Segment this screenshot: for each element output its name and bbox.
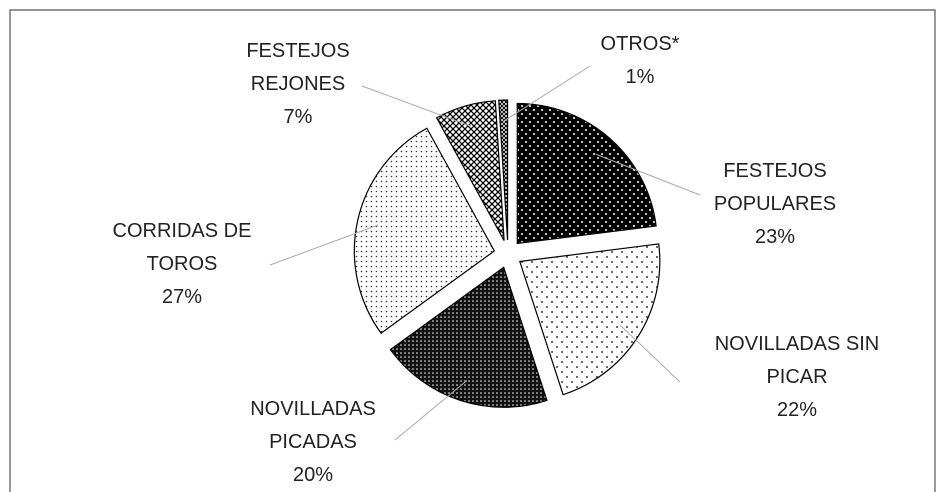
- slice-label: NOVILLADAS PICADAS 20%: [228, 393, 398, 492]
- value-label: 20%: [292, 464, 334, 486]
- value-label: 7%: [283, 106, 313, 128]
- slice-label: FESTEJOS POPULARES 23%: [700, 155, 850, 254]
- slice-label: FESTEJOS REJONES 7%: [233, 35, 363, 134]
- slice-label: NOVILLADAS SIN PICAR 22%: [697, 328, 897, 427]
- pie-slice: [519, 243, 661, 396]
- leader-line: [619, 324, 681, 383]
- value-label: 22%: [776, 399, 818, 421]
- category-label: FESTEJOS REJONES: [246, 40, 350, 95]
- frame: [9, 9, 936, 492]
- category-label: CORRIDAS DE TOROS: [112, 220, 252, 275]
- pie-slice: [516, 102, 657, 245]
- leader-line: [361, 85, 472, 127]
- leader-line: [394, 380, 468, 441]
- slice-label: OTROS* 1%: [590, 28, 690, 94]
- pie-slice: [498, 99, 509, 241]
- pie-slice: [353, 127, 496, 335]
- slice-label: CORRIDAS DE TOROS 27%: [87, 215, 277, 314]
- category-label: OTROS*: [600, 33, 680, 55]
- value-label: 23%: [754, 226, 796, 248]
- category-label: NOVILLADAS PICADAS: [250, 398, 376, 453]
- value-label: 1%: [625, 66, 655, 88]
- leader-line: [595, 153, 701, 196]
- leader-line: [503, 65, 591, 122]
- pie-slice: [389, 266, 548, 408]
- pie-slice: [435, 100, 505, 241]
- value-label: 27%: [161, 286, 203, 308]
- leader-line: [269, 224, 379, 266]
- category-label: NOVILLADAS SIN PICAR: [714, 333, 880, 388]
- category-label: FESTEJOS POPULARES: [713, 160, 837, 215]
